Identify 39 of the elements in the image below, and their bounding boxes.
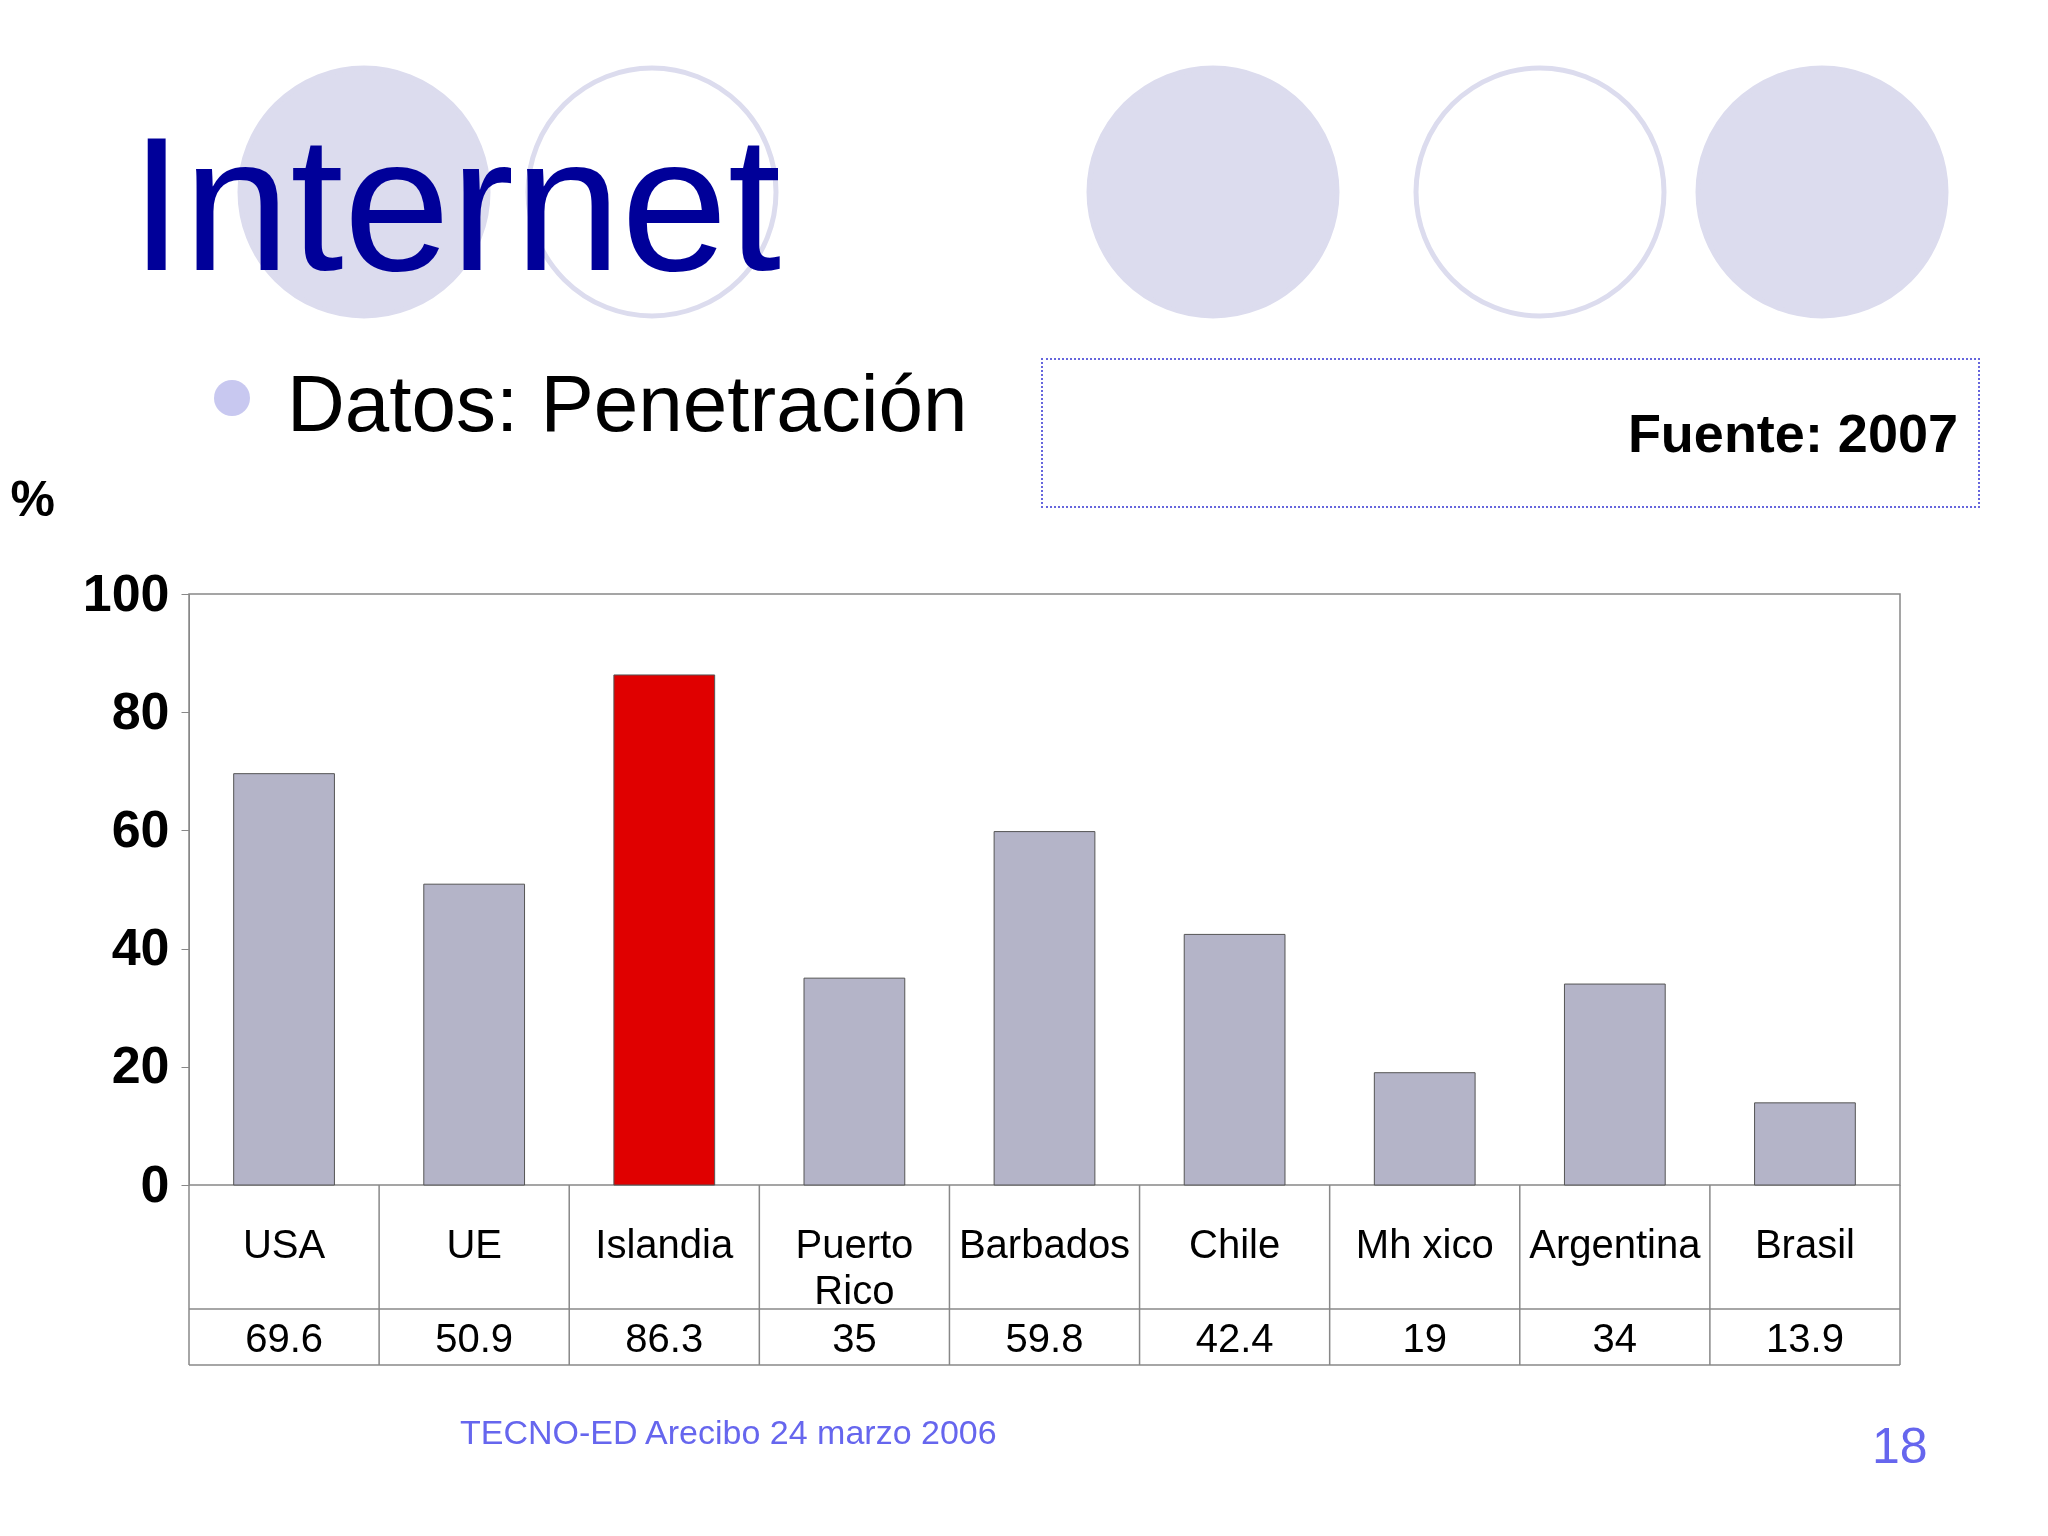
chart-subtitle: Datos: Penetración xyxy=(287,359,968,448)
y-tick-label: 0 xyxy=(140,1154,170,1213)
x-tick-label: Barbados xyxy=(958,1221,1131,1266)
text: 18 xyxy=(1872,1418,1928,1474)
x-tick-label: Chile xyxy=(1189,1221,1281,1266)
text: TECNO-ED Arecibo 24 marzo 2006 xyxy=(460,1413,997,1451)
x-tick-label: Puerto Rico xyxy=(795,1221,914,1312)
y-axis-title: % xyxy=(10,470,55,527)
y-tick-label: 60 xyxy=(111,799,170,858)
data-label: 35 xyxy=(832,1316,877,1360)
bar xyxy=(1563,983,1666,1186)
bar xyxy=(613,674,716,1186)
y-tick-label: 40 xyxy=(111,918,170,977)
bar xyxy=(1183,933,1286,1186)
bar xyxy=(993,831,1096,1186)
data-label: 50.9 xyxy=(435,1316,514,1360)
x-tick-label: Islandia xyxy=(595,1221,734,1266)
x-tick-label: USA xyxy=(242,1221,326,1266)
bar xyxy=(423,883,526,1186)
data-label: 34 xyxy=(1592,1316,1638,1360)
x-tick-label: Mh xico xyxy=(1355,1221,1494,1266)
data-label: 19 xyxy=(1402,1316,1447,1360)
bar xyxy=(1754,1102,1856,1186)
data-label: 13.9 xyxy=(1766,1316,1844,1360)
source-note: Fuente: 2007 xyxy=(1627,403,1958,463)
x-tick-label: UE xyxy=(446,1221,502,1266)
y-tick-label: 20 xyxy=(111,1036,170,1095)
x-tick-label: Argentina xyxy=(1529,1221,1702,1266)
y-tick-label: 80 xyxy=(111,681,170,740)
y-tick-label: 100 xyxy=(82,563,170,622)
chart-title: Internet xyxy=(130,96,782,311)
data-label: 59.8 xyxy=(1005,1316,1084,1360)
data-label: 42.4 xyxy=(1195,1316,1274,1360)
data-label: 86.3 xyxy=(625,1316,704,1360)
data-label: 69.6 xyxy=(245,1316,323,1360)
bar xyxy=(803,977,906,1186)
bar xyxy=(233,773,335,1186)
bar xyxy=(1373,1072,1476,1186)
x-tick-label: Brasil xyxy=(1754,1221,1855,1266)
